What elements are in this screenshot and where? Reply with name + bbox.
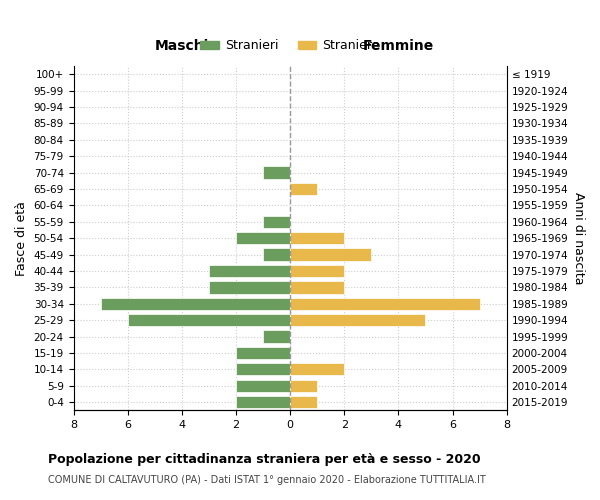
Bar [236, 380, 290, 392]
Y-axis label: Fasce di età: Fasce di età [15, 201, 28, 276]
Y-axis label: Anni di nascita: Anni di nascita [572, 192, 585, 284]
Bar [128, 314, 290, 326]
Bar [209, 281, 290, 293]
Text: COMUNE DI CALTAVUTURO (PA) - Dati ISTAT 1° gennaio 2020 - Elaborazione TUTTITALI: COMUNE DI CALTAVUTURO (PA) - Dati ISTAT … [48, 475, 486, 485]
Bar [290, 265, 344, 277]
Bar [290, 363, 344, 376]
Bar [290, 248, 371, 260]
Legend: Stranieri, Straniere: Stranieri, Straniere [195, 34, 385, 58]
Bar [290, 298, 479, 310]
Bar [290, 396, 317, 408]
Bar [290, 183, 317, 195]
Bar [236, 232, 290, 244]
Bar [209, 265, 290, 277]
Bar [236, 347, 290, 359]
Bar [236, 396, 290, 408]
Bar [290, 380, 317, 392]
Bar [263, 330, 290, 342]
Bar [263, 216, 290, 228]
Bar [236, 363, 290, 376]
Bar [263, 248, 290, 260]
Bar [290, 232, 344, 244]
Text: Maschi: Maschi [155, 39, 209, 53]
Bar [290, 281, 344, 293]
Text: Popolazione per cittadinanza straniera per età e sesso - 2020: Popolazione per cittadinanza straniera p… [48, 452, 481, 466]
Bar [101, 298, 290, 310]
Text: Femmine: Femmine [363, 39, 434, 53]
Bar [290, 314, 425, 326]
Bar [263, 166, 290, 179]
